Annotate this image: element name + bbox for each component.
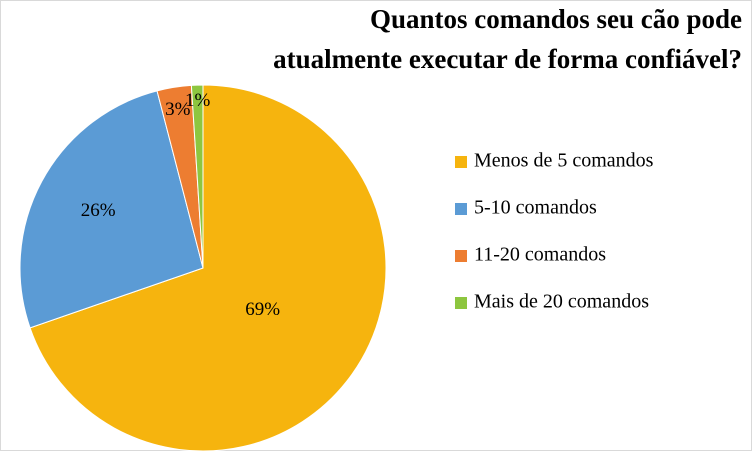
pie-slice — [29, 84, 387, 451]
legend-label: 5-10 comandos — [474, 197, 597, 219]
legend-label: Mais de 20 comandos — [474, 291, 649, 313]
legend-swatch — [455, 297, 467, 309]
chart-title: atualmente executar de forma confiável? — [273, 44, 742, 74]
data-label: 3% — [165, 99, 191, 120]
legend-swatch — [455, 250, 467, 262]
legend-label: 11-20 comandos — [474, 244, 606, 266]
legend-label: Menos de 5 comandos — [474, 150, 654, 172]
data-label: 26% — [81, 200, 116, 221]
legend-swatch — [455, 156, 467, 168]
pie-slice — [19, 90, 204, 329]
data-label: 1% — [185, 90, 211, 111]
data-label: 69% — [245, 299, 280, 320]
legend-swatch — [455, 203, 467, 215]
pie-slice — [190, 84, 204, 269]
chart-title: Quantos comandos seu cão pode — [370, 4, 742, 34]
